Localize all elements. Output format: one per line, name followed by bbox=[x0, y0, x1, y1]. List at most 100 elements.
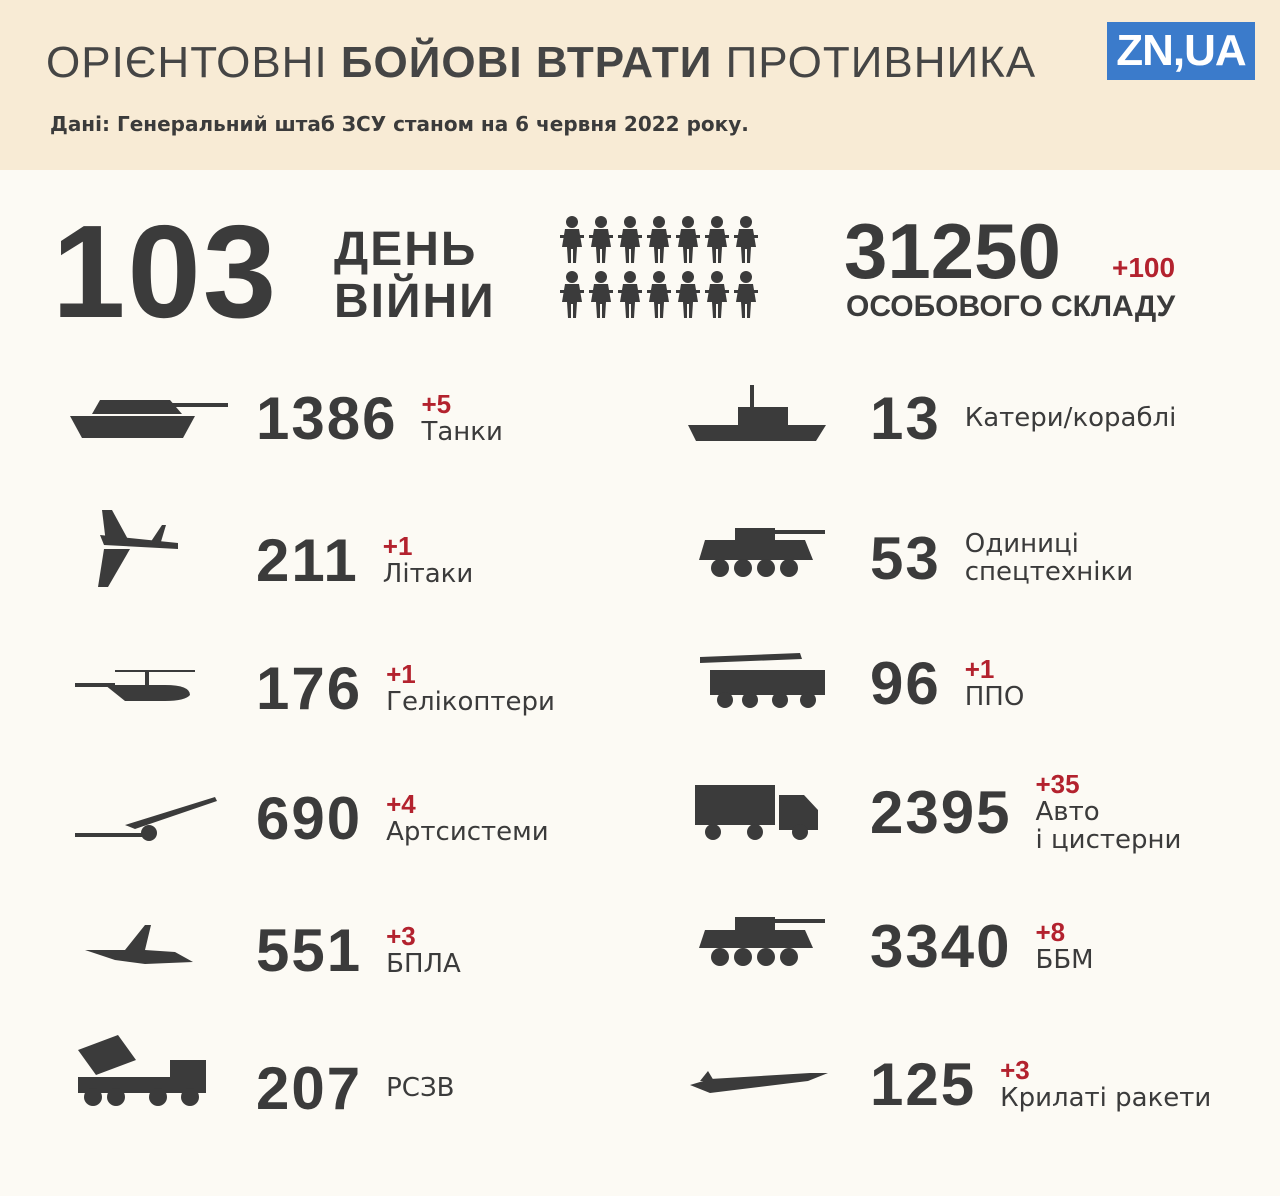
soldier bbox=[618, 216, 642, 263]
soldier-part bbox=[653, 216, 665, 228]
soldier-part bbox=[649, 229, 669, 263]
soldier-part bbox=[589, 235, 613, 238]
soldier bbox=[676, 216, 700, 263]
stat-row: 176 +1 Гелікоптери bbox=[256, 648, 555, 728]
stat-count: 53 bbox=[870, 524, 941, 592]
soldier-part bbox=[566, 216, 578, 228]
stat-count: 176 bbox=[256, 654, 363, 722]
stat-label: спецтехніки bbox=[964, 557, 1134, 587]
stat-count: 551 bbox=[256, 916, 363, 984]
soldier bbox=[589, 216, 613, 263]
soldier-part bbox=[562, 229, 582, 263]
soldier-part bbox=[562, 284, 582, 318]
stat-label: ППО bbox=[964, 682, 1025, 712]
logo: ZN,UA bbox=[1107, 22, 1255, 80]
soldier-part bbox=[736, 229, 756, 263]
soldier-part bbox=[736, 284, 756, 318]
stat-row: 207 РСЗВ bbox=[256, 1048, 454, 1128]
soldier bbox=[589, 271, 613, 318]
stat-label: БПЛА bbox=[386, 949, 461, 979]
stat-text: +3 БПЛА bbox=[386, 922, 461, 978]
stat-text: Одиниці спецтехніки bbox=[965, 530, 1133, 586]
soldier-part bbox=[705, 235, 729, 238]
soldier-part bbox=[620, 229, 640, 263]
title-end: ПРОТИВНИКА bbox=[725, 38, 1037, 87]
truck-icon bbox=[695, 785, 818, 840]
soldier-part bbox=[734, 290, 758, 293]
soldier-part bbox=[740, 216, 752, 228]
personnel-delta: +100 bbox=[1112, 252, 1176, 283]
stat-label: Танки bbox=[421, 417, 503, 447]
stat-label: Одиниці bbox=[964, 529, 1079, 559]
header: ОРІЄНТОВНІ БОЙОВІ ВТРАТИ ПРОТИВНИКА ZN,U… bbox=[0, 0, 1280, 170]
soldier-part bbox=[624, 271, 636, 283]
tank-icon bbox=[70, 400, 228, 438]
stat-label: Катери/кораблі bbox=[964, 403, 1177, 433]
soldier-part bbox=[676, 290, 700, 293]
soldier-part bbox=[678, 284, 698, 318]
stat-row: 125 +3 Крилаті ракети bbox=[870, 1044, 1211, 1124]
stat-delta: +8 bbox=[1035, 917, 1066, 947]
soldier-part bbox=[649, 284, 669, 318]
title-start: ОРІЄНТОВНІ bbox=[46, 38, 328, 87]
stat-row: 3340 +8 ББМ bbox=[870, 906, 1094, 986]
soldier-part bbox=[591, 284, 611, 318]
stat-label: Гелікоптери bbox=[386, 687, 555, 717]
soldier bbox=[560, 271, 584, 318]
stat-text: +5 Танки bbox=[421, 390, 502, 446]
soldier-part bbox=[560, 235, 584, 238]
soldier-part bbox=[618, 235, 642, 238]
stat-count: 13 bbox=[870, 384, 941, 452]
stat-label: Крилаті ракети bbox=[1000, 1083, 1212, 1113]
soldier-part bbox=[707, 284, 727, 318]
stat-delta: +5 bbox=[421, 389, 452, 419]
stat-row: 690 +4 Артсистеми bbox=[256, 778, 549, 858]
stat-label: РСЗВ bbox=[386, 1073, 455, 1103]
stat-text: +1 Гелікоптери bbox=[386, 660, 555, 716]
soldier-part bbox=[560, 290, 584, 293]
personnel-label: ОСОБОВОГО СКЛАДУ bbox=[846, 290, 1176, 323]
soldiers-icon bbox=[560, 216, 758, 318]
title-bold: БОЙОВІ ВТРАТИ bbox=[340, 38, 713, 87]
soldier-part bbox=[707, 229, 727, 263]
soldier bbox=[734, 271, 758, 318]
stat-text: Катери/кораблі bbox=[965, 404, 1177, 432]
ship-icon bbox=[688, 385, 826, 441]
stat-count: 690 bbox=[256, 784, 363, 852]
stat-delta: +1 bbox=[386, 659, 416, 689]
stat-text: РСЗВ bbox=[386, 1074, 454, 1102]
soldier-part bbox=[624, 216, 636, 228]
stat-row: 96 +1 ППО bbox=[870, 643, 1024, 723]
stat-label: Літаки bbox=[382, 559, 474, 589]
soldier-part bbox=[711, 216, 723, 228]
stat-delta: +1 bbox=[964, 654, 995, 684]
stat-count: 211 bbox=[256, 526, 359, 594]
soldier bbox=[676, 271, 700, 318]
soldier-part bbox=[647, 235, 671, 238]
stat-count: 207 bbox=[256, 1054, 363, 1122]
stat-row: 551 +3 БПЛА bbox=[256, 910, 461, 990]
stat-count: 1386 bbox=[256, 384, 398, 452]
stat-delta: +3 bbox=[386, 921, 416, 951]
stat-count: 125 bbox=[870, 1050, 977, 1118]
title: ОРІЄНТОВНІ БОЙОВІ ВТРАТИ ПРОТИВНИКА bbox=[46, 38, 1036, 88]
subtitle: Дані: Генеральний штаб ЗСУ станом на 6 ч… bbox=[50, 112, 749, 136]
stat-delta: +35 bbox=[1035, 769, 1080, 799]
soldier bbox=[560, 216, 584, 263]
missile-icon bbox=[690, 1071, 828, 1093]
stat-count: 2395 bbox=[870, 778, 1012, 846]
stat-delta: +1 bbox=[382, 531, 413, 561]
soldier-part bbox=[711, 271, 723, 283]
stat-delta: +4 bbox=[386, 789, 416, 819]
day-word: ДЕНЬ bbox=[334, 223, 478, 276]
soldier bbox=[647, 216, 671, 263]
soldier-part bbox=[705, 290, 729, 293]
soldier-part bbox=[620, 284, 640, 318]
stat-label: Артсистеми bbox=[386, 817, 549, 847]
soldier bbox=[705, 216, 729, 263]
stat-text: +3 Крилаті ракети bbox=[1000, 1056, 1211, 1112]
soldier-part bbox=[676, 235, 700, 238]
soldier-part bbox=[595, 271, 607, 283]
helicopter-icon bbox=[75, 670, 195, 701]
